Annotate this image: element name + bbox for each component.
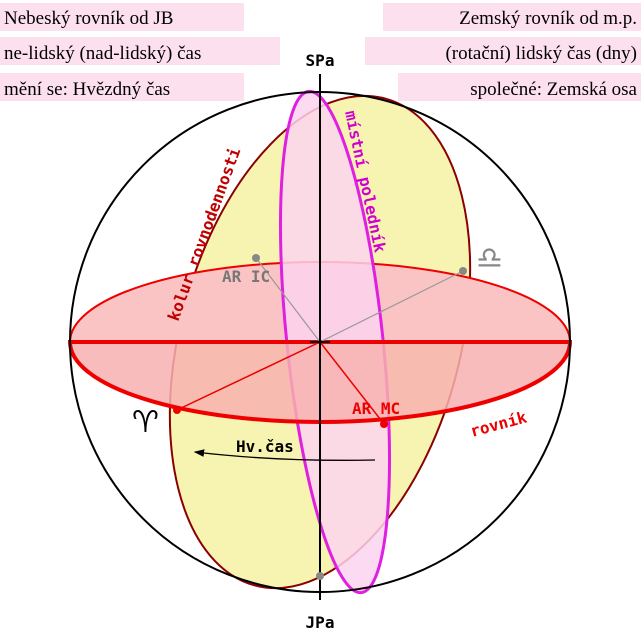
note: ne-lidský (nad-lidský) čas bbox=[4, 43, 201, 64]
time-label: Hv.čas bbox=[236, 437, 294, 456]
note-bg bbox=[365, 37, 641, 65]
radius bbox=[176, 341, 385, 425]
note-bg bbox=[0, 3, 244, 31]
equator-label: rovník bbox=[468, 407, 529, 440]
note-bg bbox=[383, 3, 641, 31]
pole-label: JPa bbox=[306, 613, 335, 632]
note: Nebeský rovník od JB bbox=[4, 8, 173, 29]
point-label: AR MC bbox=[352, 399, 400, 418]
note-bg bbox=[0, 37, 280, 65]
aries-point bbox=[173, 406, 181, 414]
mc-point bbox=[380, 420, 388, 428]
libra-point bbox=[459, 267, 467, 275]
time-arrow bbox=[193, 449, 376, 461]
pole-label: SPa bbox=[306, 51, 335, 70]
note: společné: Zemská osa bbox=[470, 79, 637, 100]
note-bg bbox=[0, 73, 244, 101]
note: Zemský rovník od m.p. bbox=[459, 8, 637, 29]
south-point bbox=[316, 572, 324, 580]
libra-symbol: ♎ bbox=[476, 241, 503, 276]
note: mění se: Hvězdný čas bbox=[4, 79, 170, 100]
note-bg bbox=[398, 73, 641, 101]
note: (rotační) lidský čas (dny) bbox=[445, 43, 637, 64]
point-label: AR IC bbox=[222, 267, 270, 286]
ic-point bbox=[252, 254, 260, 262]
aries-symbol: ♈ bbox=[132, 405, 159, 440]
